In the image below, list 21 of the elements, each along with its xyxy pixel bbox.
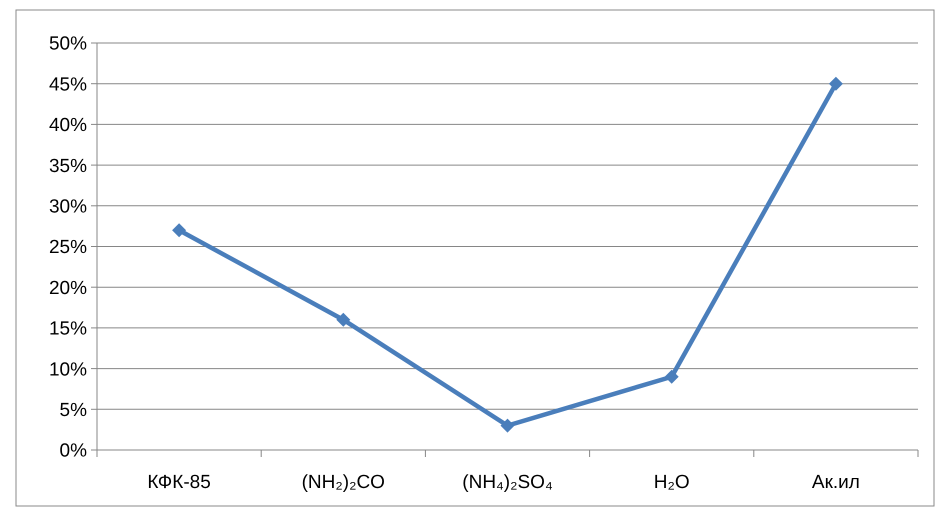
point [664,370,679,384]
y-tick-label: 50% [48,34,88,55]
y-tick-label: 15% [48,318,88,340]
point [828,76,843,91]
y-tick-label: 5% [60,400,88,421]
x-tick-label: (NH₄)₂SO₄ [462,472,553,493]
x-tick-label: (NH₂)₂CO [302,472,385,493]
x-tick-label: КФК-85 [147,472,211,493]
x-tick-label: Ак.ил [812,472,860,493]
y-tick-label: 45% [48,74,88,96]
y-tick-label: 20% [48,278,88,299]
y-tick-label: 35% [48,156,88,177]
y-tick-label: 0% [60,440,88,462]
point [336,312,350,327]
point [500,418,514,433]
y-tick-label: 40% [48,115,88,136]
y-tick-label: 10% [48,359,88,380]
point [172,223,186,238]
y-tick-label: 30% [48,196,88,218]
y-tick-label: 25% [48,237,88,258]
x-tick-label: H₂O [654,472,690,493]
